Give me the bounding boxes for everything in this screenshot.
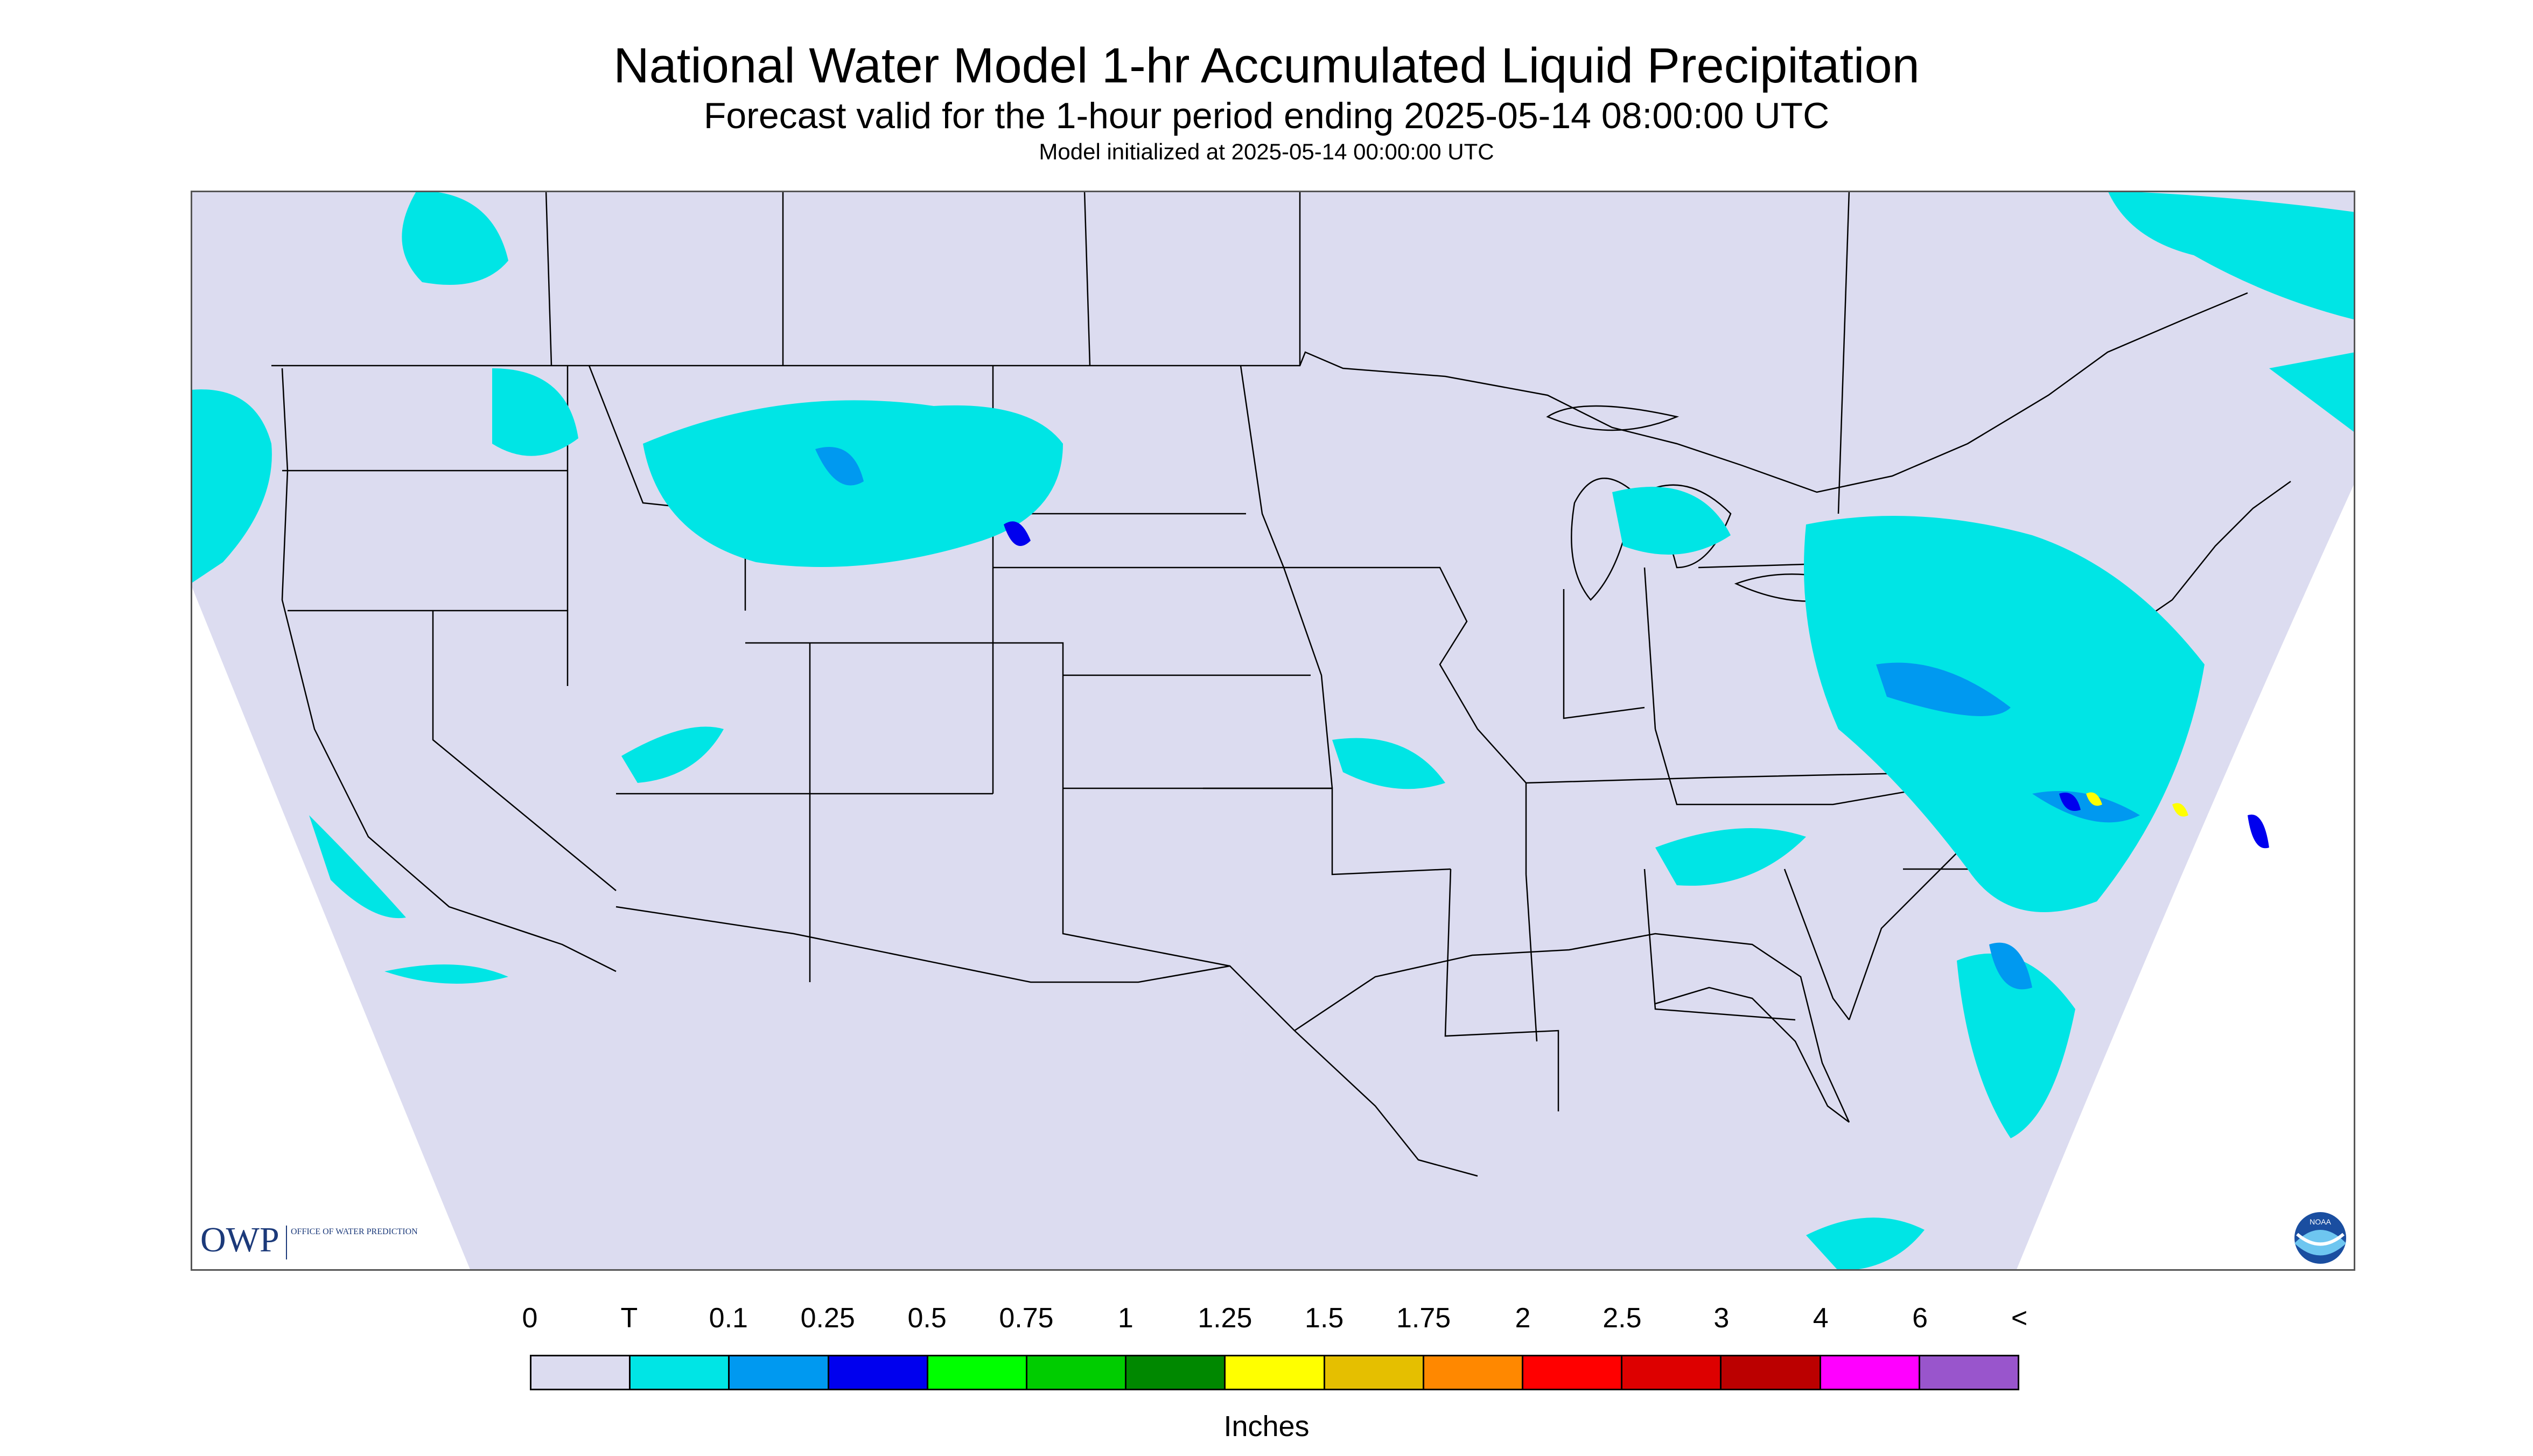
legend-swatch <box>1821 1356 1920 1389</box>
legend-colorbar <box>530 1355 2019 1390</box>
map-border <box>191 191 2355 1271</box>
legend-tick-label: 1 <box>1117 1303 1133 1334</box>
legend-swatch <box>928 1356 1028 1389</box>
legend-tick-labels: 0 T 0.1 0.25 0.5 0.75 1 1.25 1.5 1.75 2 2.5 3 4 6 < <box>0 1302 2533 1340</box>
legend-swatch <box>1424 1356 1524 1389</box>
legend-tick-label: 1.25 <box>1198 1303 1252 1334</box>
legend-tick-label: 2 <box>1515 1303 1531 1334</box>
legend-tick-label: 1.5 <box>1305 1303 1344 1334</box>
legend-tick-label: 0.75 <box>999 1303 1054 1334</box>
map-subtitle: Forecast valid for the 1-hour period end… <box>703 95 1830 136</box>
legend-swatch <box>829 1356 928 1389</box>
legend-tick-label: 4 <box>1813 1303 1829 1334</box>
legend-swatch <box>1622 1356 1722 1389</box>
legend-swatch <box>1325 1356 1424 1389</box>
legend-tick-label: T <box>620 1303 638 1334</box>
legend-swatch <box>1523 1356 1623 1389</box>
owp-logo: OWP OFFICE OF WATER PREDICTION <box>200 1220 418 1259</box>
legend-swatch <box>531 1356 631 1389</box>
legend-units: Inches <box>1223 1410 1310 1443</box>
model-init-line: Model initialized at 2025-05-14 00:00:00… <box>1039 139 1494 164</box>
legend-tick-label: 0.1 <box>709 1303 748 1334</box>
legend-tick-label: 6 <box>1912 1303 1928 1334</box>
legend-tick-label: 0.25 <box>800 1303 855 1334</box>
precipitation-areas <box>191 191 2355 1271</box>
legend-tick-label: 0 <box>522 1303 538 1334</box>
legend-tick-label: 1.75 <box>1396 1303 1451 1334</box>
owp-logo-abbrev: OWP <box>200 1220 279 1259</box>
legend-tick-label: 0.5 <box>907 1303 947 1334</box>
legend-swatch <box>1226 1356 1325 1389</box>
legend-tick-label: 3 <box>1713 1303 1730 1334</box>
noaa-logo-text: NOAA <box>2310 1217 2331 1226</box>
owp-logo-text: OFFICE OF WATER PREDICTION <box>291 1227 418 1236</box>
legend-swatch <box>1027 1356 1127 1389</box>
legend-swatch <box>1722 1356 1821 1389</box>
noaa-logo: NOAA <box>2292 1210 2348 1266</box>
legend-tick-label: < <box>2011 1303 2028 1334</box>
legend-swatch <box>631 1356 730 1389</box>
legend-swatch <box>1920 1356 2018 1389</box>
precipitation-map: OWP OFFICE OF WATER PREDICTION NOAA <box>191 191 2355 1271</box>
map-title: National Water Model 1-hr Accumulated Li… <box>613 38 1920 93</box>
legend-swatch <box>1126 1356 1226 1389</box>
legend-swatch <box>730 1356 829 1389</box>
legend-tick-label: 2.5 <box>1603 1303 1642 1334</box>
